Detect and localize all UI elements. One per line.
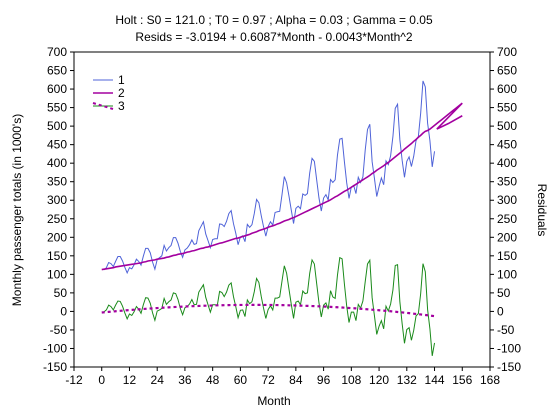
y-tick-label-right: -100 bbox=[497, 341, 521, 355]
y-tick-label-left: 500 bbox=[47, 119, 67, 133]
series-line-1 bbox=[103, 80, 436, 275]
x-tick-label: 0 bbox=[98, 373, 105, 387]
y-tick-label-right: -150 bbox=[497, 360, 521, 374]
plot-area bbox=[73, 51, 491, 368]
series-fit-line bbox=[101, 303, 435, 318]
x-tick-label: 168 bbox=[480, 373, 500, 387]
y-tick-label-right: 100 bbox=[497, 267, 517, 281]
y-tick-label-left: 250 bbox=[47, 212, 67, 226]
x-tick-label: 72 bbox=[261, 373, 275, 387]
y-tick-label-left: 0 bbox=[60, 304, 67, 318]
x-tick-label: 156 bbox=[452, 373, 472, 387]
y-tick-label-left: -100 bbox=[43, 341, 67, 355]
y-tick-label-right: -50 bbox=[497, 323, 515, 337]
x-tick-label: 132 bbox=[397, 373, 417, 387]
x-tick-label: 144 bbox=[425, 373, 445, 387]
y-tick-label-left: 200 bbox=[47, 230, 67, 244]
series-line-2 bbox=[101, 102, 463, 271]
x-tick-label: 24 bbox=[151, 373, 165, 387]
y-tick-label-right: 250 bbox=[497, 212, 517, 226]
x-tick-label: 12 bbox=[123, 373, 137, 387]
y-tick-label-left: 300 bbox=[47, 193, 67, 207]
x-tick-label: 96 bbox=[317, 373, 331, 387]
x-tick-label: 36 bbox=[178, 373, 192, 387]
x-tick-label: -12 bbox=[65, 373, 83, 387]
legend-label-3: 3 bbox=[118, 99, 125, 113]
y-tick-label-left: 700 bbox=[47, 45, 67, 59]
y-tick-label-right: 700 bbox=[497, 45, 517, 59]
chart-title: Holt : S0 = 121.0 ; T0 = 0.97 ; Alpha = … bbox=[115, 13, 433, 27]
legend-label-2: 2 bbox=[118, 86, 125, 100]
y-tick-label-right: 0 bbox=[497, 304, 504, 318]
y-tick-label-left: -150 bbox=[43, 360, 67, 374]
y-tick-label-right: 450 bbox=[497, 138, 517, 152]
y-tick-label-left: 400 bbox=[47, 156, 67, 170]
y-tick-label-right: 200 bbox=[497, 230, 517, 244]
axes-layer: -12 0 12 24 36 48 60 72 84 96 108 120 132 144 156 168-1… bbox=[43, 45, 521, 387]
y-tick-label-right: 500 bbox=[497, 119, 517, 133]
y-tick-label-left: 100 bbox=[47, 267, 67, 281]
y-tick-label-left: 650 bbox=[47, 64, 67, 78]
y-axis-label-right: Residuals bbox=[535, 184, 549, 237]
y-tick-label-left: 150 bbox=[47, 249, 67, 263]
y-axis-label-left: Monthly passenger totals (in 1000's) bbox=[10, 114, 24, 306]
x-tick-label: 120 bbox=[369, 373, 389, 387]
x-tick-label: 60 bbox=[234, 373, 248, 387]
y-tick-label-left: -50 bbox=[50, 323, 68, 337]
y-tick-label-left: 50 bbox=[54, 286, 68, 300]
y-tick-label-right: 350 bbox=[497, 175, 517, 189]
legend-label-1: 1 bbox=[118, 73, 125, 87]
y-tick-label-right: 600 bbox=[497, 82, 517, 96]
x-tick-label: 108 bbox=[341, 373, 361, 387]
x-tick-label: 48 bbox=[206, 373, 220, 387]
y-tick-label-right: 150 bbox=[497, 249, 517, 263]
y-tick-label-left: 550 bbox=[47, 101, 67, 115]
legend: 123 bbox=[92, 73, 125, 113]
y-tick-label-right: 550 bbox=[497, 101, 517, 115]
plot-frame bbox=[73, 51, 491, 368]
series-layer bbox=[101, 80, 463, 356]
x-tick-label: 84 bbox=[289, 373, 303, 387]
y-tick-label-left: 600 bbox=[47, 82, 67, 96]
series-line-3 bbox=[103, 256, 436, 356]
y-tick-label-left: 350 bbox=[47, 175, 67, 189]
y-tick-label-right: 50 bbox=[497, 286, 511, 300]
x-axis-label: Month bbox=[257, 394, 290, 408]
chart-subtitle: Resids = -3.0194 + 0.6087*Month - 0.0043… bbox=[135, 30, 412, 44]
y-tick-label-right: 400 bbox=[497, 156, 517, 170]
y-tick-label-left: 450 bbox=[47, 138, 67, 152]
y-tick-label-right: 300 bbox=[497, 193, 517, 207]
y-tick-label-right: 650 bbox=[497, 64, 517, 78]
